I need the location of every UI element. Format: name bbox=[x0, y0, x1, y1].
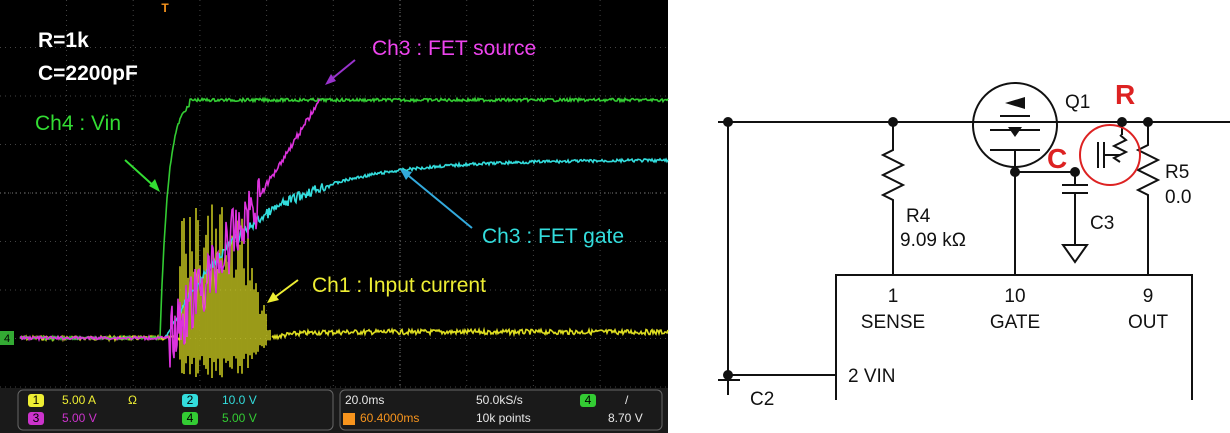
ch-badge bbox=[28, 394, 44, 407]
arrow-head bbox=[400, 169, 412, 180]
arrows bbox=[124, 59, 473, 303]
trigger-position: 60.4000ms bbox=[360, 411, 419, 425]
highlight-label: R bbox=[1115, 79, 1135, 110]
r5-value: 0.0 bbox=[1165, 187, 1191, 208]
junction bbox=[1143, 117, 1153, 127]
graticule bbox=[0, 0, 668, 388]
ch-icon: Ω bbox=[128, 393, 137, 407]
scope-screen bbox=[0, 0, 668, 433]
record-length: 10k points bbox=[476, 411, 531, 425]
cgs-rgs bbox=[1097, 122, 1129, 168]
ch-badge bbox=[28, 412, 44, 425]
pin-name: SENSE bbox=[861, 312, 925, 333]
junction bbox=[1070, 167, 1080, 177]
trigger-source: 4 bbox=[585, 393, 592, 407]
vin-pin: 2 VIN bbox=[848, 366, 896, 387]
trigger-level: 8.70 V bbox=[608, 411, 643, 425]
trigger-slope: / bbox=[625, 393, 629, 407]
arrow bbox=[124, 159, 157, 189]
pin-number: 10 bbox=[1004, 286, 1025, 307]
highlight-circle bbox=[1079, 124, 1141, 186]
oscilloscope: T 4 R=1k C=2200pF Ch4 : Vin Ch3 : FET so… bbox=[0, 0, 669, 433]
pin-name: OUT bbox=[1128, 312, 1169, 333]
arrow-head bbox=[325, 74, 336, 85]
ch-scale: 5.00 V bbox=[62, 411, 97, 425]
ch-num: 4 bbox=[187, 411, 194, 425]
traces bbox=[19, 96, 669, 379]
pin-name: GATE bbox=[990, 312, 1040, 333]
ch-num: 2 bbox=[187, 393, 194, 407]
trace-ch1 bbox=[271, 326, 669, 341]
q1-label: Q1 bbox=[1065, 92, 1090, 113]
annotation: Ch3 : FET gate bbox=[482, 225, 624, 248]
ch-num: 3 bbox=[33, 411, 40, 425]
r4-name: R4 bbox=[906, 206, 931, 227]
arrow-head bbox=[267, 292, 279, 303]
ch-badge bbox=[182, 394, 198, 407]
trace-ch3 bbox=[19, 98, 321, 368]
annotation: Ch1 : Input current bbox=[312, 274, 486, 297]
ch4-marker: 4 bbox=[4, 333, 10, 345]
trigger-icon bbox=[343, 413, 355, 425]
ch4-marker-box bbox=[0, 331, 14, 345]
annotation: R=1k bbox=[38, 29, 89, 52]
junction bbox=[1117, 117, 1127, 127]
pin-number: 1 bbox=[888, 286, 899, 307]
status-box bbox=[17, 389, 334, 431]
r4-value: 9.09 kΩ bbox=[900, 230, 966, 251]
annotation: Ch3 : FET source bbox=[372, 37, 536, 60]
timebase: 20.0ms bbox=[345, 393, 384, 407]
annotation: Ch4 : Vin bbox=[35, 112, 121, 135]
c2-label: C2 bbox=[750, 389, 774, 410]
ch-badge bbox=[580, 394, 596, 407]
ch-scale: 5.00 A bbox=[62, 393, 96, 407]
q1-diode bbox=[1005, 97, 1025, 109]
highlight-label: C bbox=[1047, 143, 1067, 174]
schematic: Q1 R C R4 9.09 kΩ R5 0.0 C3 C2 1 SENSE 1… bbox=[718, 79, 1230, 410]
junction-dots bbox=[723, 117, 1153, 380]
ch-scale: 10.0 V bbox=[222, 393, 257, 407]
r5-name: R5 bbox=[1165, 162, 1189, 183]
status-bg bbox=[0, 388, 668, 433]
arrow-head bbox=[149, 179, 160, 192]
sample-rate: 50.0kS/s bbox=[476, 393, 523, 407]
junction bbox=[723, 370, 733, 380]
pin-number: 9 bbox=[1143, 286, 1154, 307]
status-bar: 1 5.00 A Ω 3 5.00 V 2 10.0 V 4 5.00 V 20… bbox=[0, 388, 668, 433]
annotation: C=2200pF bbox=[38, 62, 138, 85]
q1-body bbox=[990, 121, 1040, 167]
junction bbox=[888, 117, 898, 127]
ch-badge bbox=[182, 412, 198, 425]
junction bbox=[1010, 167, 1020, 177]
ch-scale: 5.00 V bbox=[222, 411, 257, 425]
trigger-marker: T bbox=[161, 1, 169, 15]
c3-label: C3 bbox=[1090, 213, 1114, 234]
ch-num: 1 bbox=[33, 393, 40, 407]
junction bbox=[723, 117, 733, 127]
arrow bbox=[403, 171, 473, 229]
trace-ch4 bbox=[19, 96, 669, 342]
status-box bbox=[339, 389, 663, 431]
